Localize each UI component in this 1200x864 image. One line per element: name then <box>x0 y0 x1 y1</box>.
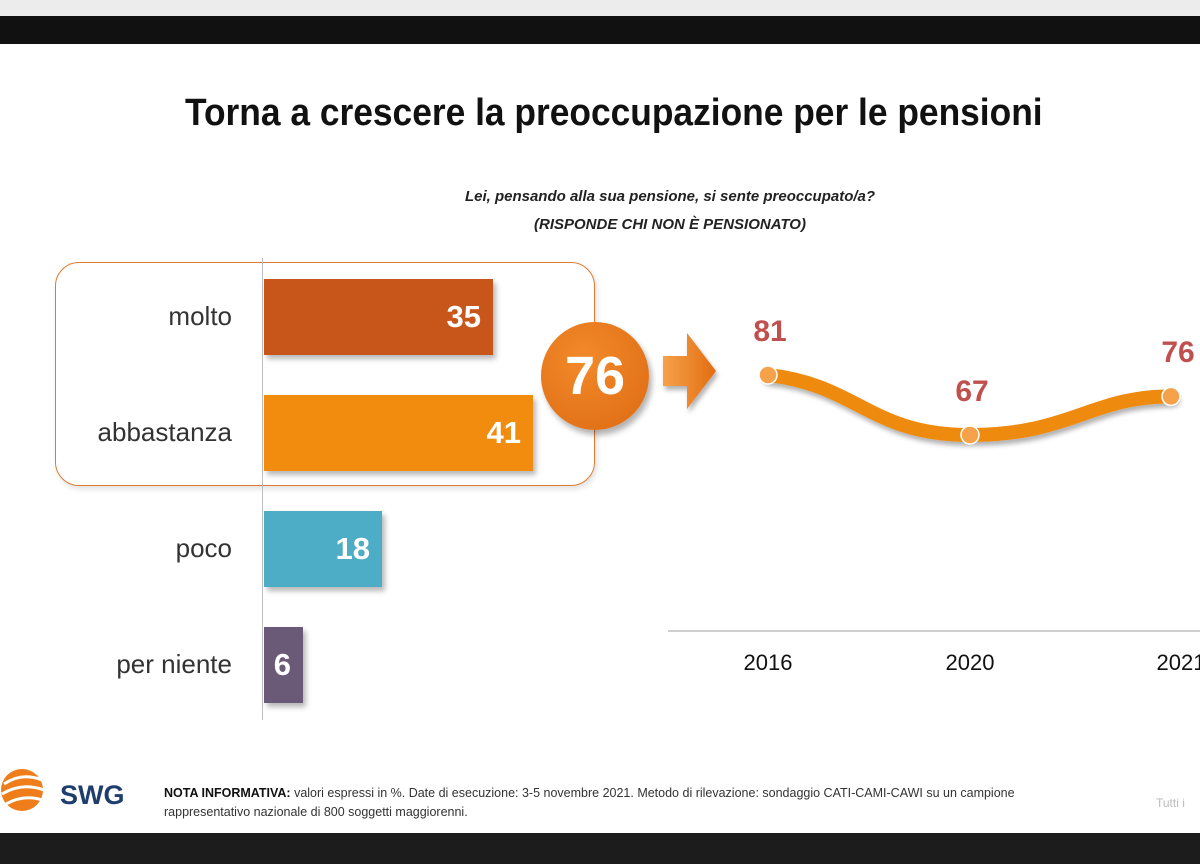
bar-category-label: abbastanza <box>97 417 232 447</box>
bar-value-label: 6 <box>273 647 291 682</box>
bar-per-niente: 6 <box>264 627 303 703</box>
trend-value-label: 81 <box>753 315 787 348</box>
swg-logo-icon <box>1 769 45 811</box>
brand-name: SWG <box>60 780 125 810</box>
year-tick-label: 2016 <box>743 650 793 675</box>
bar-molto: 35 <box>264 279 493 355</box>
bar-poco: 18 <box>264 511 382 587</box>
trend-point <box>758 365 778 385</box>
trend-point <box>960 425 980 445</box>
bar-category-label: molto <box>168 301 232 331</box>
arrow-right-icon <box>663 333 716 409</box>
bar-abbastanza: 41 <box>264 395 533 471</box>
window-top-strip <box>0 0 1200 16</box>
question-text: Lei, pensando alla sua pensione, si sent… <box>464 188 876 205</box>
bar-category-label: poco <box>175 533 232 563</box>
line-x-axis <box>668 630 1200 632</box>
bottom-strip <box>0 833 1200 864</box>
bar-category-label: per niente <box>116 649 232 679</box>
footnote: NOTA INFORMATIVA: valori espressi in %. … <box>164 784 1084 822</box>
bar-value-label: 35 <box>446 299 481 334</box>
trend-point <box>1161 386 1181 407</box>
trend-value-label: 76 <box>1161 336 1195 370</box>
year-tick-label: 2020 <box>945 650 995 675</box>
footnote-label: NOTA INFORMATIVA: <box>164 786 291 800</box>
footer-right-text: Tutti i <box>1156 796 1185 810</box>
bar-axis-line <box>262 258 263 720</box>
total-circle: 76 <box>541 322 649 430</box>
bar-value-label: 18 <box>335 531 370 566</box>
toolbar-strip <box>0 16 1200 44</box>
bar-value-label: 41 <box>486 415 521 450</box>
year-tick-label: 2021 <box>1156 650 1200 675</box>
trend-value-label: 67 <box>955 375 989 408</box>
footnote-text: valori espressi in %. Date di esecuzione… <box>164 786 1015 819</box>
respondent-note: (RISPONDE CHI NON È PENSIONATO) <box>534 216 806 233</box>
chart-title: Torna a crescere la preoccupazione per l… <box>184 92 1043 134</box>
